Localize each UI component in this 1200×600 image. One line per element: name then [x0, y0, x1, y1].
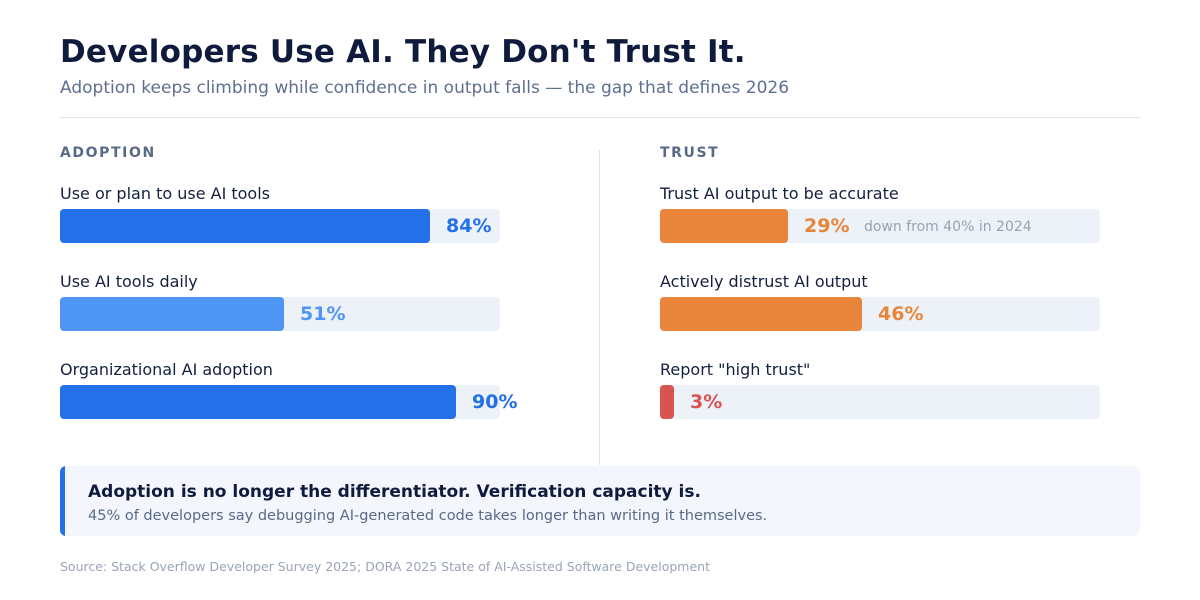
- metric-label: Actively distrust AI output: [660, 272, 868, 291]
- bar-fill: [60, 385, 456, 419]
- metric-label: Use AI tools daily: [60, 272, 198, 291]
- bar-value-label: 90%: [472, 391, 518, 413]
- adoption-metric-row: Use AI tools daily 51%: [60, 271, 580, 341]
- page-title: Developers Use AI. They Don't Trust It.: [60, 34, 746, 70]
- trust-metric-row: Trust AI output to be accurate 29% down fr…: [660, 183, 1180, 253]
- trust-metric-row: Report "high trust" 3%: [660, 359, 1180, 429]
- metric-label: Use or plan to use AI tools: [60, 184, 270, 203]
- trust-metric-row: Actively distrust AI output 46%: [660, 271, 1180, 341]
- bar-track: [60, 385, 500, 419]
- bar-track: [60, 209, 500, 243]
- bar-track: [660, 385, 1100, 419]
- bar-track: [660, 209, 1100, 243]
- callout-headline: Adoption is no longer the differentiator…: [88, 482, 701, 502]
- source-note: Source: Stack Overflow Developer Survey …: [60, 559, 710, 574]
- callout-body: 45% of developers say debugging AI-gener…: [88, 508, 768, 524]
- adoption-panel: ADOPTION Use or plan to use AI tools 84% U…: [60, 143, 580, 443]
- bar-fill: [60, 209, 430, 243]
- adoption-metric-row: Use or plan to use AI tools 84%: [60, 183, 580, 253]
- adoption-metric-row: Organizational AI adoption 90%: [60, 359, 580, 429]
- bar-value-label: 29%: [804, 215, 850, 237]
- key-insight-callout: Adoption is no longer the differentiator…: [60, 466, 1140, 536]
- bar-fill: [660, 385, 674, 419]
- header-divider: [60, 117, 1140, 118]
- page-subtitle: Adoption keeps climbing while confidence…: [60, 78, 790, 98]
- column-divider: [599, 150, 600, 465]
- callout-accent-bar: [60, 466, 65, 536]
- bar-fill: [60, 297, 284, 331]
- bar-value-label: 84%: [446, 215, 492, 237]
- bar-fill: [660, 297, 862, 331]
- bar-track: [60, 297, 500, 331]
- trust-section-title: TRUST: [660, 145, 720, 161]
- metric-label: Trust AI output to be accurate: [660, 184, 899, 203]
- trust-panel: TRUST Trust AI output to be accurate 29% d…: [660, 143, 1180, 443]
- metric-label: Report "high trust": [660, 360, 811, 379]
- bar-annotation: down from 40% in 2024: [864, 219, 1032, 235]
- bar-value-label: 51%: [300, 303, 346, 325]
- bar-fill: [660, 209, 788, 243]
- bar-track: [660, 297, 1100, 331]
- bar-value-label: 3%: [690, 391, 723, 413]
- metric-label: Organizational AI adoption: [60, 360, 273, 379]
- bar-value-label: 46%: [878, 303, 924, 325]
- adoption-section-title: ADOPTION: [60, 145, 156, 161]
